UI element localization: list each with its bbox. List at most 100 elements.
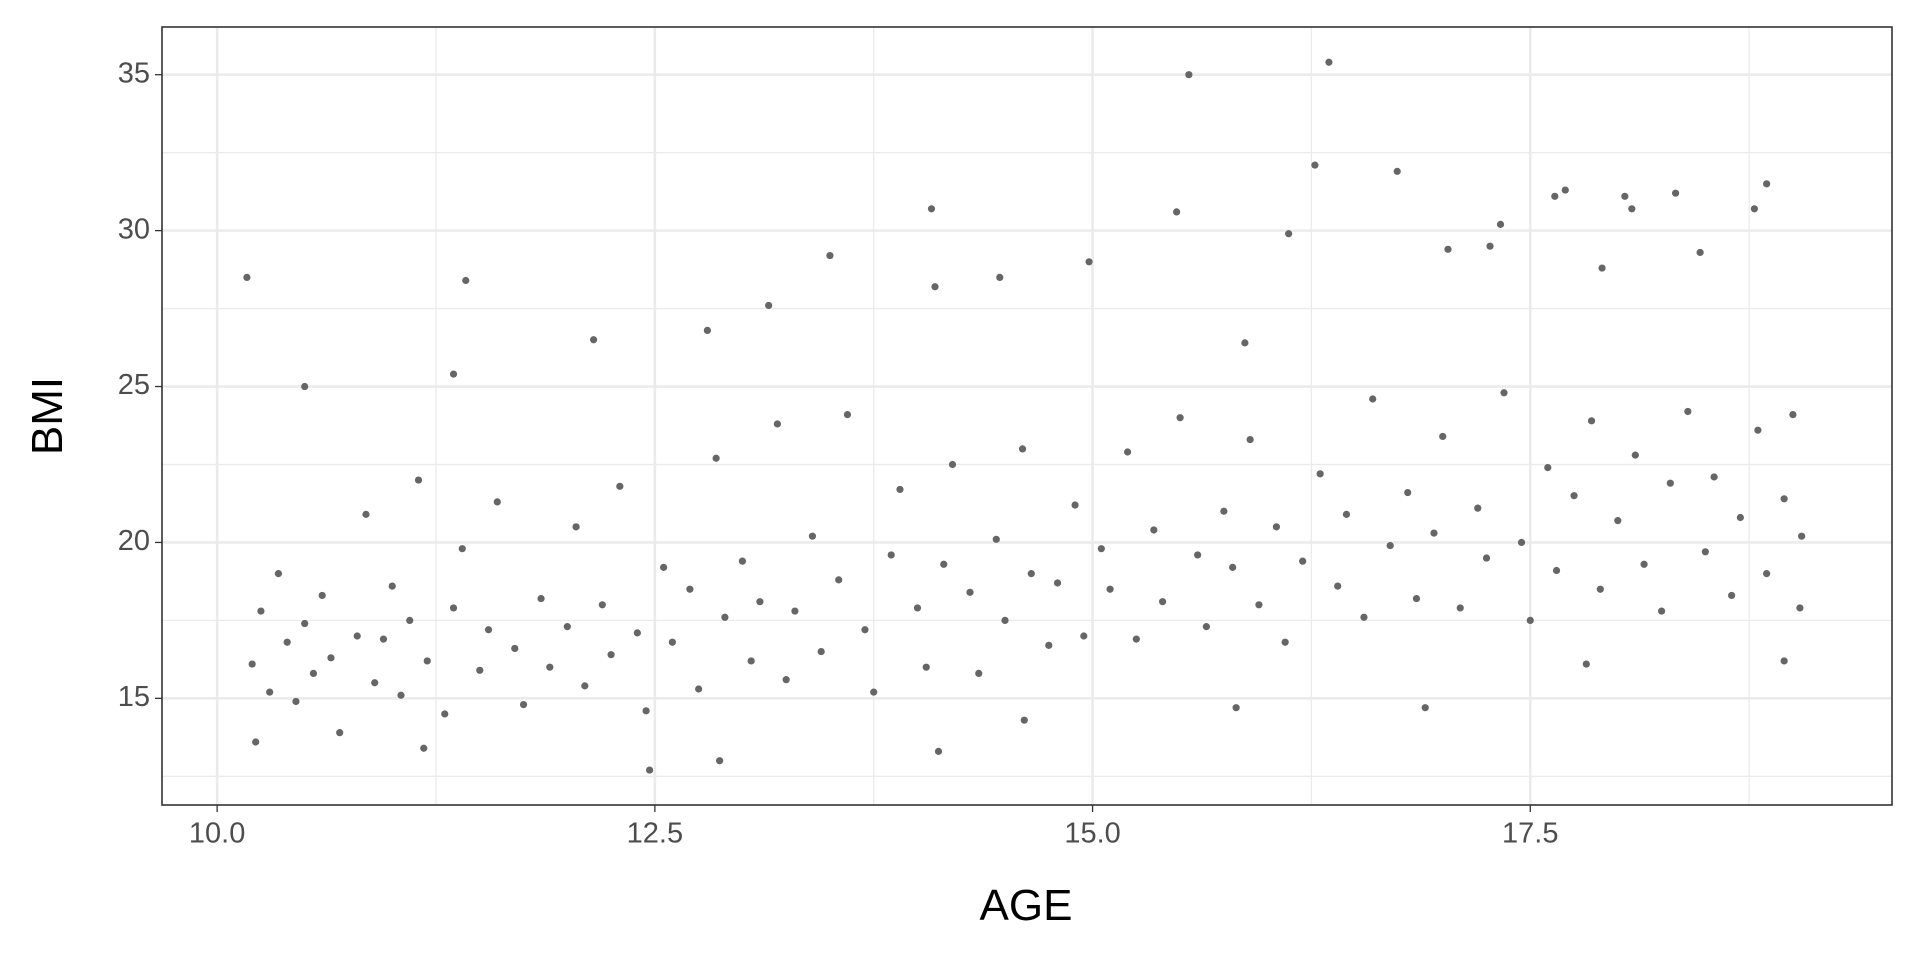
point bbox=[1241, 339, 1249, 347]
point bbox=[327, 654, 335, 662]
point bbox=[336, 729, 344, 737]
point bbox=[773, 420, 782, 428]
point bbox=[1750, 205, 1758, 213]
point bbox=[248, 660, 256, 668]
point bbox=[423, 657, 431, 665]
point bbox=[252, 738, 260, 746]
point bbox=[646, 766, 654, 774]
point bbox=[1551, 192, 1559, 200]
point bbox=[449, 370, 458, 378]
y-tick-label: 20 bbox=[118, 525, 150, 557]
point bbox=[1299, 557, 1307, 565]
point bbox=[1728, 591, 1736, 600]
point bbox=[660, 563, 668, 571]
point bbox=[948, 460, 957, 469]
point bbox=[546, 663, 554, 671]
point bbox=[927, 205, 936, 213]
point bbox=[712, 454, 720, 462]
point bbox=[1657, 607, 1666, 615]
point bbox=[257, 607, 265, 615]
point bbox=[572, 523, 580, 531]
point bbox=[1570, 492, 1578, 500]
point bbox=[1360, 613, 1368, 621]
point bbox=[266, 688, 274, 696]
point bbox=[1482, 554, 1491, 562]
point bbox=[870, 688, 878, 696]
point bbox=[1671, 189, 1680, 197]
panel-border bbox=[161, 26, 1893, 806]
point bbox=[598, 601, 606, 609]
point bbox=[1053, 579, 1062, 587]
x-axis-title: AGE bbox=[980, 881, 1073, 930]
point bbox=[1628, 205, 1636, 213]
point bbox=[458, 545, 466, 553]
point bbox=[1763, 570, 1771, 578]
point bbox=[1754, 426, 1762, 434]
point bbox=[1185, 71, 1193, 79]
point bbox=[441, 710, 449, 718]
point bbox=[826, 251, 834, 260]
point bbox=[835, 576, 843, 584]
point bbox=[1526, 616, 1534, 625]
point bbox=[1486, 242, 1494, 250]
point bbox=[1496, 220, 1505, 228]
point bbox=[887, 551, 895, 559]
point bbox=[283, 638, 291, 646]
point bbox=[607, 651, 615, 659]
point bbox=[1132, 635, 1140, 643]
point bbox=[738, 557, 747, 565]
point bbox=[1386, 541, 1394, 550]
point bbox=[791, 607, 799, 615]
point bbox=[996, 273, 1004, 281]
point bbox=[782, 676, 790, 684]
point bbox=[1544, 464, 1552, 472]
point bbox=[1176, 414, 1184, 422]
point bbox=[1789, 410, 1797, 419]
point bbox=[406, 616, 414, 625]
point bbox=[1194, 551, 1202, 559]
point bbox=[1684, 407, 1692, 416]
point bbox=[1369, 395, 1377, 403]
point bbox=[695, 685, 703, 693]
x-tick-label: 10.0 bbox=[189, 818, 245, 850]
point bbox=[808, 532, 817, 540]
y-tick-label: 30 bbox=[118, 213, 150, 245]
point bbox=[765, 301, 773, 310]
y-tick-label: 25 bbox=[118, 369, 150, 401]
point bbox=[913, 604, 922, 612]
point bbox=[1430, 529, 1438, 537]
point bbox=[1421, 704, 1429, 712]
point bbox=[703, 326, 711, 335]
x-tick-label: 12.5 bbox=[627, 818, 683, 850]
point bbox=[476, 666, 484, 674]
point bbox=[1404, 488, 1412, 497]
point bbox=[537, 594, 545, 603]
point bbox=[1614, 517, 1622, 525]
point bbox=[1780, 657, 1788, 665]
point bbox=[462, 276, 470, 285]
point bbox=[1232, 704, 1240, 712]
point bbox=[861, 626, 869, 634]
point bbox=[686, 585, 694, 593]
point bbox=[1001, 616, 1009, 625]
point bbox=[1640, 560, 1648, 568]
point bbox=[721, 613, 729, 621]
point bbox=[1444, 245, 1452, 253]
point bbox=[414, 476, 423, 484]
point bbox=[1018, 445, 1027, 453]
point bbox=[1552, 566, 1561, 575]
point bbox=[992, 535, 1000, 543]
point bbox=[1763, 180, 1771, 188]
point bbox=[1220, 507, 1228, 515]
point bbox=[1439, 432, 1447, 441]
point bbox=[1159, 598, 1167, 606]
point bbox=[1596, 585, 1604, 593]
point bbox=[1173, 208, 1181, 216]
point bbox=[1027, 570, 1035, 578]
point bbox=[1666, 479, 1674, 487]
point bbox=[1281, 638, 1289, 646]
point bbox=[301, 382, 309, 391]
x-tick-label: 17.5 bbox=[1502, 818, 1558, 850]
point bbox=[1798, 532, 1806, 540]
